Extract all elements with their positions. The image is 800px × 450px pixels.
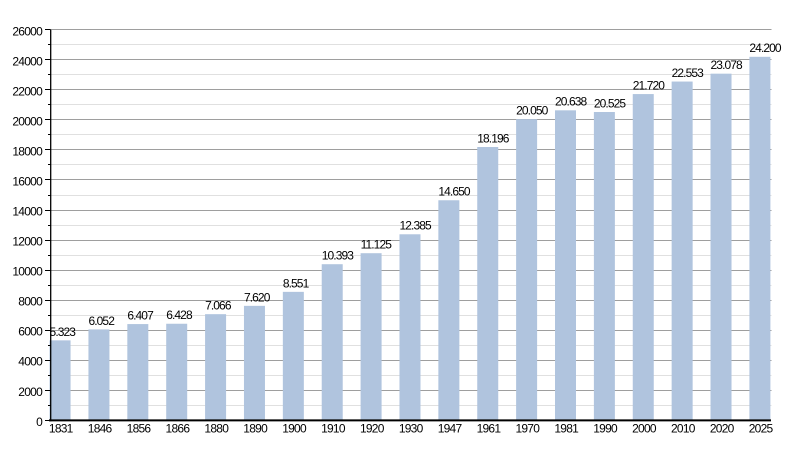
svg-text:1981: 1981 [554,422,579,436]
svg-text:1970: 1970 [515,422,540,436]
svg-text:8.551: 8.551 [283,276,310,290]
svg-text:1961: 1961 [477,422,502,436]
svg-text:5.323: 5.323 [50,325,77,339]
svg-text:0: 0 [36,415,43,429]
svg-text:1880: 1880 [204,422,229,436]
svg-text:1990: 1990 [593,422,618,436]
svg-text:23.078: 23.078 [711,58,744,72]
svg-text:1947: 1947 [438,422,463,436]
svg-text:1900: 1900 [282,422,307,436]
svg-text:7.620: 7.620 [244,290,271,304]
svg-text:6.052: 6.052 [88,314,115,328]
svg-text:18000: 18000 [12,144,43,158]
svg-text:10000: 10000 [12,265,43,279]
svg-text:16000: 16000 [12,175,43,189]
svg-text:1856: 1856 [127,422,152,436]
svg-text:14000: 14000 [12,205,43,219]
svg-text:1890: 1890 [243,422,268,436]
svg-text:2000: 2000 [632,422,657,436]
svg-text:6.407: 6.407 [127,308,154,322]
svg-text:20.638: 20.638 [555,95,588,109]
svg-text:1920: 1920 [360,422,385,436]
svg-text:2020: 2020 [710,422,735,436]
svg-text:8000: 8000 [18,295,43,309]
svg-text:7.066: 7.066 [205,299,232,313]
svg-text:22.553: 22.553 [672,66,705,80]
svg-text:11.125: 11.125 [361,238,393,252]
svg-text:6000: 6000 [18,325,43,339]
svg-text:18.196: 18.196 [477,131,510,145]
svg-text:20000: 20000 [12,114,43,128]
svg-text:22000: 22000 [12,84,43,98]
svg-text:6.428: 6.428 [166,308,193,322]
svg-text:2010: 2010 [671,422,696,436]
svg-text:20.050: 20.050 [516,104,549,118]
svg-text:21.720: 21.720 [633,78,666,92]
svg-text:26000: 26000 [12,24,43,38]
svg-text:24.200: 24.200 [749,41,782,55]
svg-text:1866: 1866 [166,422,191,436]
svg-text:20.525: 20.525 [594,96,627,110]
svg-text:1846: 1846 [88,422,113,436]
svg-text:1930: 1930 [399,422,424,436]
svg-text:12.385: 12.385 [399,219,432,233]
svg-text:24000: 24000 [12,54,43,68]
svg-text:12000: 12000 [12,235,43,249]
svg-text:2025: 2025 [749,422,774,436]
svg-text:2000: 2000 [18,385,43,399]
svg-text:1831: 1831 [49,422,74,436]
svg-text:10.393: 10.393 [322,249,355,263]
svg-text:4000: 4000 [18,355,43,369]
svg-text:14.650: 14.650 [438,185,471,199]
svg-text:1910: 1910 [321,422,346,436]
